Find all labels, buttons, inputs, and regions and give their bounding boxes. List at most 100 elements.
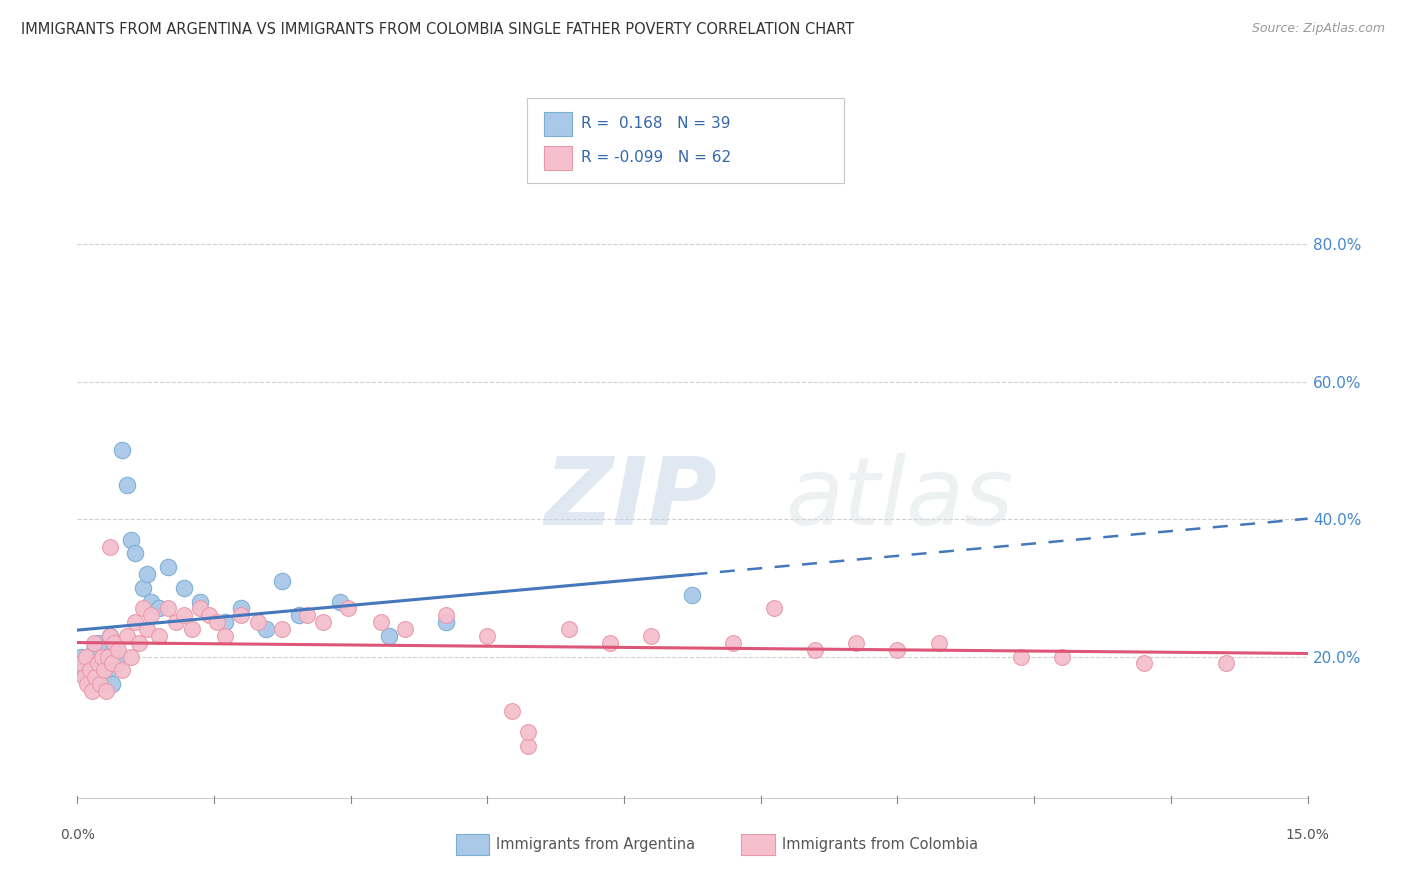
- Point: [640, 629, 662, 643]
- Point: [87, 636, 110, 650]
- Point: [101, 657, 124, 671]
- Point: [188, 601, 212, 615]
- Point: [141, 608, 163, 623]
- Point: [477, 629, 499, 643]
- Point: [73, 670, 96, 684]
- Point: [214, 629, 236, 643]
- Point: [312, 615, 335, 630]
- Point: [87, 657, 110, 671]
- Text: R = -0.099   N = 62: R = -0.099 N = 62: [581, 150, 731, 165]
- Point: [205, 615, 228, 630]
- Point: [107, 649, 129, 664]
- Point: [723, 636, 745, 650]
- Point: [111, 663, 134, 677]
- Text: ZIP: ZIP: [546, 452, 717, 544]
- Point: [136, 622, 159, 636]
- Point: [378, 629, 401, 643]
- Point: [173, 608, 195, 623]
- Point: [394, 622, 416, 636]
- Point: [1215, 657, 1237, 671]
- Point: [165, 615, 187, 630]
- Point: [132, 601, 155, 615]
- Text: IMMIGRANTS FROM ARGENTINA VS IMMIGRANTS FROM COLOMBIA SINGLE FATHER POVERTY CORR: IMMIGRANTS FROM ARGENTINA VS IMMIGRANTS …: [21, 22, 855, 37]
- Point: [115, 478, 138, 492]
- Point: [90, 657, 114, 671]
- Point: [197, 608, 219, 623]
- Text: R =  0.168   N = 39: R = 0.168 N = 39: [581, 116, 730, 131]
- Point: [98, 629, 121, 643]
- Point: [845, 636, 868, 650]
- Point: [271, 622, 294, 636]
- Point: [107, 642, 129, 657]
- Point: [141, 594, 163, 608]
- Point: [75, 649, 97, 664]
- Point: [128, 636, 150, 650]
- Text: 15.0%: 15.0%: [1285, 828, 1330, 842]
- Point: [188, 594, 212, 608]
- Point: [136, 567, 159, 582]
- Point: [124, 615, 146, 630]
- Point: [97, 649, 120, 664]
- Point: [84, 663, 107, 677]
- Point: [73, 663, 96, 677]
- Point: [214, 615, 236, 630]
- Point: [98, 540, 121, 554]
- Point: [83, 636, 105, 650]
- Point: [246, 615, 269, 630]
- Point: [517, 725, 540, 739]
- Text: 0.0%: 0.0%: [60, 828, 94, 842]
- Point: [1010, 649, 1032, 664]
- Point: [84, 670, 107, 684]
- Point: [89, 677, 111, 691]
- Point: [75, 670, 97, 684]
- Point: [103, 636, 125, 650]
- Point: [436, 615, 458, 630]
- Point: [70, 657, 93, 671]
- Point: [173, 581, 195, 595]
- Point: [295, 608, 318, 623]
- Point: [231, 608, 253, 623]
- Point: [148, 601, 170, 615]
- Point: [928, 636, 950, 650]
- Point: [105, 657, 128, 671]
- Point: [156, 601, 179, 615]
- Point: [329, 594, 352, 608]
- Point: [337, 601, 360, 615]
- Point: [120, 533, 142, 547]
- Point: [93, 663, 115, 677]
- Point: [501, 705, 523, 719]
- Point: [79, 663, 101, 677]
- Point: [436, 608, 458, 623]
- Point: [148, 629, 170, 643]
- Text: atlas: atlas: [785, 453, 1012, 544]
- Point: [82, 677, 104, 691]
- Point: [132, 581, 155, 595]
- Point: [76, 677, 98, 691]
- Point: [231, 601, 253, 615]
- Point: [254, 622, 277, 636]
- Point: [89, 670, 111, 684]
- Point: [111, 443, 134, 458]
- Point: [82, 683, 104, 698]
- Point: [763, 601, 786, 615]
- Point: [90, 649, 114, 664]
- Point: [271, 574, 294, 588]
- Point: [886, 642, 908, 657]
- Point: [83, 642, 105, 657]
- Point: [93, 642, 115, 657]
- Point: [79, 649, 101, 664]
- Point: [103, 636, 125, 650]
- Point: [76, 657, 98, 671]
- Point: [70, 649, 93, 664]
- Point: [804, 642, 827, 657]
- Text: Source: ZipAtlas.com: Source: ZipAtlas.com: [1251, 22, 1385, 36]
- Point: [156, 560, 179, 574]
- Point: [517, 739, 540, 753]
- Point: [1132, 657, 1154, 671]
- Point: [115, 629, 138, 643]
- Point: [1050, 649, 1073, 664]
- Point: [94, 649, 117, 664]
- Text: Immigrants from Argentina: Immigrants from Argentina: [496, 838, 696, 852]
- Point: [94, 683, 117, 698]
- Point: [124, 546, 146, 561]
